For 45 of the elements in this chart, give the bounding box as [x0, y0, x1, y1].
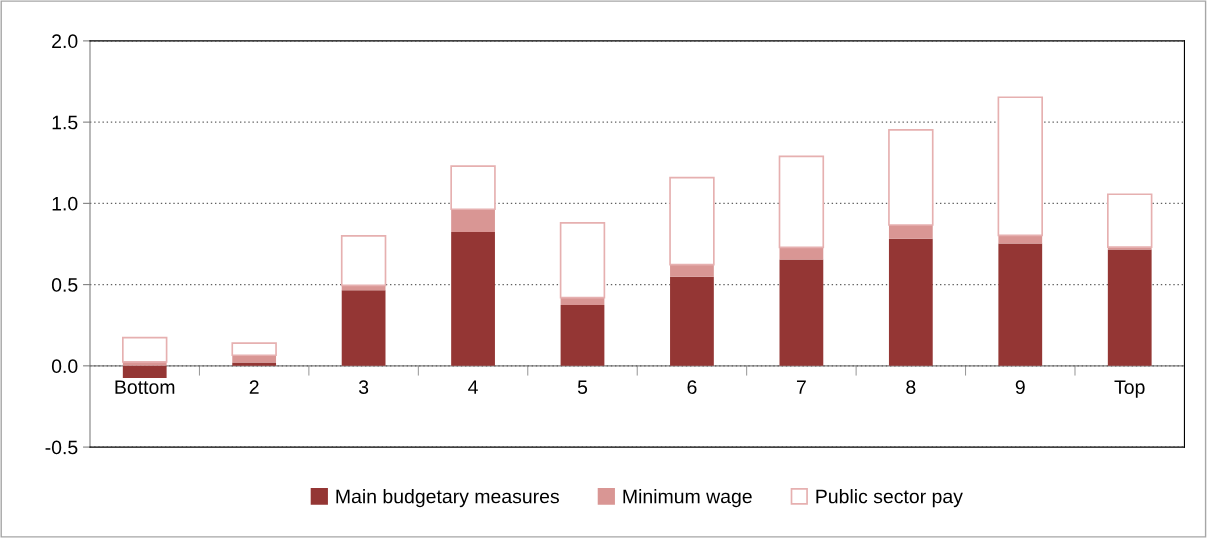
bar [1106, 193, 1153, 248]
bar [340, 235, 387, 287]
x-tick-label: 7 [796, 380, 806, 394]
bar [670, 264, 714, 277]
bar [997, 96, 1044, 237]
bar [779, 247, 824, 260]
bar [778, 155, 825, 249]
bar [998, 243, 1043, 366]
y-tick-label: 0.0 [51, 359, 78, 374]
x-tick-label: Top [1114, 380, 1145, 398]
bar [559, 222, 606, 299]
bar [122, 365, 167, 379]
y-tick-label: 0.5 [51, 278, 78, 292]
x-tick-label: 9 [1015, 380, 1025, 395]
bar [779, 259, 824, 366]
legend-label: Main budgetary measures [336, 489, 559, 508]
bar [560, 297, 605, 305]
legend-label: Public sector pay [816, 489, 963, 508]
x-tick-label: Bottom [115, 380, 175, 395]
x-tick-label: 6 [687, 380, 697, 395]
x-tick-label: 2 [249, 380, 259, 394]
bar [1107, 249, 1152, 366]
bar [232, 362, 277, 366]
bar [451, 231, 495, 366]
bar [121, 336, 168, 363]
x-tick-label: 8 [906, 380, 916, 395]
x-tick-label: 3 [358, 380, 369, 395]
y-tick-label: -0.5 [45, 440, 78, 455]
x-tick-label: 5 [577, 380, 588, 395]
bar [669, 176, 715, 266]
bar [341, 290, 386, 366]
y-tick-label: 2.0 [52, 34, 78, 49]
bar [670, 276, 714, 366]
legend-label: Minimum wage [623, 489, 752, 508]
bar [232, 355, 277, 363]
bar [231, 342, 277, 357]
bar [888, 129, 934, 226]
y-tick-label: 1.5 [52, 115, 78, 130]
x-tick-label: 4 [468, 380, 478, 394]
bar [888, 224, 933, 239]
bar [888, 238, 933, 366]
bar [451, 209, 495, 232]
bar [450, 165, 496, 211]
bar [560, 304, 605, 366]
y-tick-label: 1.0 [52, 196, 78, 211]
